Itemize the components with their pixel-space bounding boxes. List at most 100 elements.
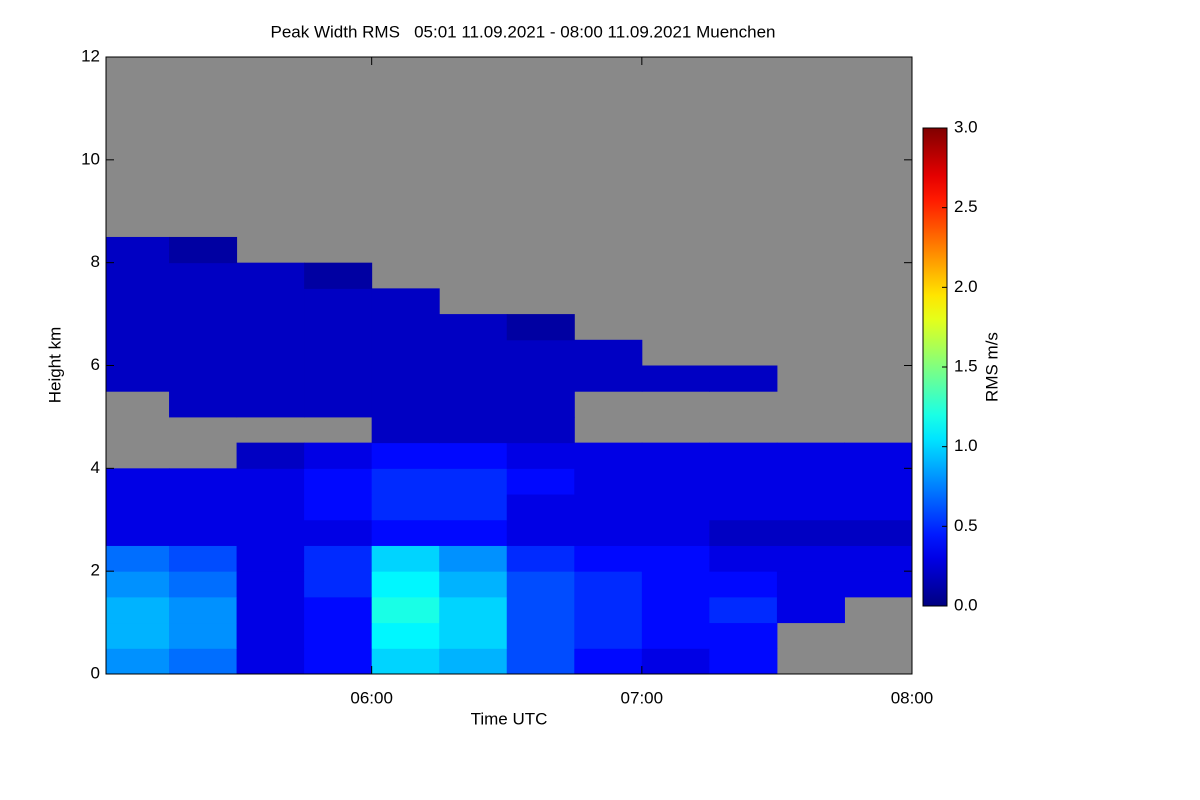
heatmap-cell (371, 391, 440, 418)
heatmap-cell (641, 596, 710, 624)
heatmap-cell (169, 519, 238, 546)
heatmap-cell (304, 314, 373, 341)
heatmap-cell (439, 442, 508, 469)
heatmap-cell (106, 262, 170, 289)
heatmap-cell (106, 339, 170, 366)
heatmap-cell (641, 365, 710, 392)
heatmap-cell (236, 314, 305, 341)
chart-title: Peak Width RMS 05:01 11.09.2021 - 08:00 … (271, 22, 776, 41)
heatmap-cell (371, 442, 440, 469)
heatmap-cell (304, 596, 373, 624)
heatmap-cell (169, 288, 238, 315)
heatmap-cell (506, 391, 575, 418)
heatmap-cell (371, 416, 440, 444)
heatmap-cell (304, 468, 373, 495)
heatmap-cell (169, 314, 238, 341)
heatmap-cell (169, 545, 238, 572)
heatmap-cell (236, 288, 305, 315)
heatmap-cell (169, 622, 238, 649)
heatmap-cell (439, 314, 508, 341)
heatmap-cell (776, 468, 845, 495)
heatmap-cell (106, 494, 170, 521)
heatmap-cell (506, 416, 575, 444)
heatmap-cell (844, 442, 913, 469)
heatmap-cell (844, 468, 913, 495)
heatmap-cell (304, 288, 373, 315)
heatmap-cell (169, 262, 238, 289)
heatmap-cell (574, 468, 643, 495)
heatmap-cell (371, 622, 440, 649)
heatmap-cell (106, 365, 170, 392)
heatmap-cell (371, 314, 440, 341)
heatmap-cell (169, 236, 238, 264)
heatmap-cell (844, 545, 913, 572)
heatmap-cell (304, 262, 373, 289)
heatmap-cell (439, 545, 508, 572)
heatmap-cell (106, 519, 170, 546)
heatmap-cell (304, 494, 373, 521)
heatmap-cell (506, 494, 575, 521)
heatmap-cell (304, 545, 373, 572)
heatmap-cell (574, 339, 643, 366)
heatmap-cell (439, 416, 508, 444)
heatmap-cell (709, 571, 778, 598)
heatmap-cell (506, 545, 575, 572)
heatmap-cell (709, 545, 778, 572)
heatmap-cell (439, 468, 508, 495)
x-axis-label: Time UTC (471, 709, 548, 728)
heatmap-cell (236, 622, 305, 649)
heatmap-cell (169, 339, 238, 366)
heatmap-cell (776, 596, 845, 624)
heatmap-cell (506, 365, 575, 392)
heatmap-cell (641, 571, 710, 598)
heatmap-cell (236, 262, 305, 289)
heatmap-cell (439, 391, 508, 418)
heatmap-cell (574, 519, 643, 546)
heatmap-cell (709, 622, 778, 649)
heatmap-cell (506, 648, 575, 675)
heatmap-cell (169, 648, 238, 675)
heatmap-cell (304, 571, 373, 598)
heatmap-cell (506, 314, 575, 341)
heatmap-cell (574, 545, 643, 572)
heatmap-cell (304, 622, 373, 649)
heatmap-cell (371, 339, 440, 366)
heatmap-cell (304, 339, 373, 366)
heatmap-cell (709, 442, 778, 469)
heatmap-cell (236, 365, 305, 392)
heatmap-cell (439, 365, 508, 392)
heatmap-cell (371, 545, 440, 572)
heatmap-cell (236, 648, 305, 675)
heatmap-cell (439, 648, 508, 675)
y-tick-label: 8 (91, 252, 100, 271)
heatmap-cell (106, 571, 170, 598)
heatmap-cell (439, 571, 508, 598)
heatmap-cell (776, 519, 845, 546)
heatmap-cell (371, 519, 440, 546)
heatmap-cell (506, 519, 575, 546)
heatmap-cell (169, 365, 238, 392)
heatmap-cell (709, 596, 778, 624)
heatmap-cell (169, 596, 238, 624)
heatmap-cell (106, 596, 170, 624)
heatmap-cell (506, 442, 575, 469)
heatmap-cell (106, 314, 170, 341)
heatmap-cell (371, 494, 440, 521)
heatmap-cell (506, 622, 575, 649)
y-axis-label: Height km (45, 327, 64, 404)
heatmap-cell (236, 494, 305, 521)
heatmap-cell (439, 596, 508, 624)
heatmap-cell (844, 571, 913, 598)
x-tick-label: 07:00 (621, 688, 664, 707)
colorbar-tick-label: 0.0 (954, 595, 978, 614)
heatmap-cell (169, 468, 238, 495)
heatmap-cell (506, 339, 575, 366)
colorbar-tick-label: 0.5 (954, 516, 978, 535)
heatmap-cell (641, 494, 710, 521)
heatmap-cell (236, 391, 305, 418)
heatmap-cell (236, 571, 305, 598)
heatmap-cell (236, 339, 305, 366)
heatmap-cell (776, 494, 845, 521)
heatmap-cell (439, 622, 508, 649)
heatmap-cell (574, 494, 643, 521)
